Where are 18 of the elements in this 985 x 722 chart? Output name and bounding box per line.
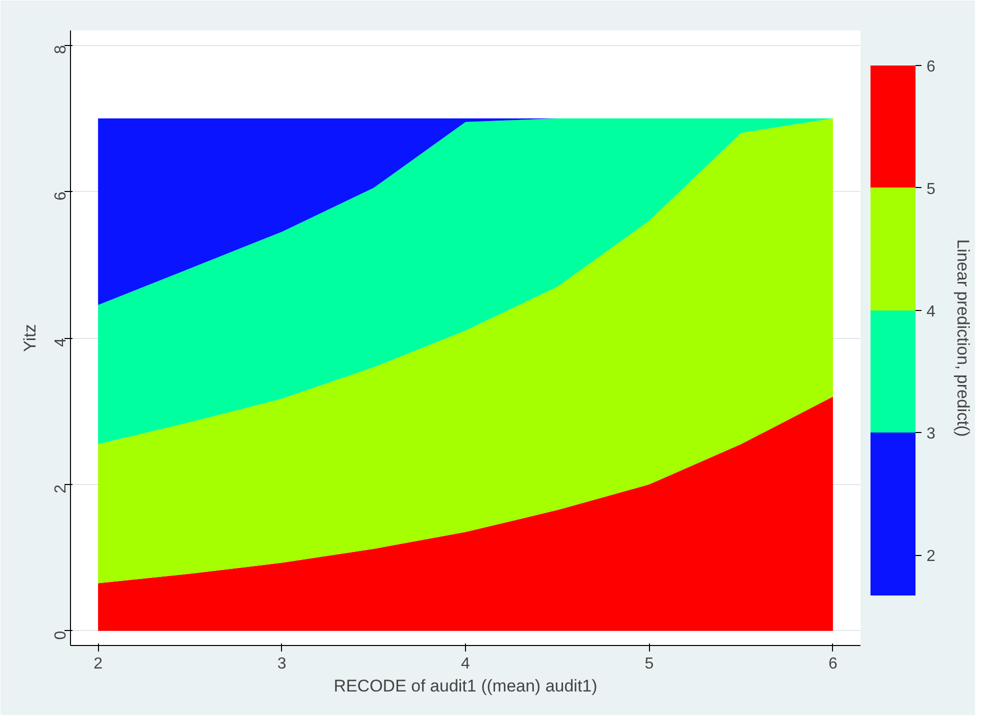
color-bar-label: 3 [926,426,936,443]
color-bar-label: 4 [926,303,936,320]
color-bar-label: 6 [926,58,936,76]
y-tick-label: 4 [52,338,70,347]
y-axis-title: Yitz [20,324,40,352]
x-tick-label: 6 [828,656,838,672]
y-tick-label: 8 [52,45,70,54]
x-tick-label: 3 [277,656,286,672]
x-tick-label: 4 [461,656,470,672]
color-bar-label: 2 [926,548,936,566]
color-bar-label: 5 [926,180,936,198]
y-tick-label: 2 [52,484,70,494]
y-tick-label: 0 [52,630,70,640]
x-tick-label: 2 [94,656,103,672]
x-axis-title: RECODE of audit1 ((mean) audit1) [334,676,598,696]
color-bar-title: Linear prediction, predict() [954,239,972,437]
x-tick-label: 5 [644,656,654,672]
y-tick-label: 6 [52,191,70,200]
